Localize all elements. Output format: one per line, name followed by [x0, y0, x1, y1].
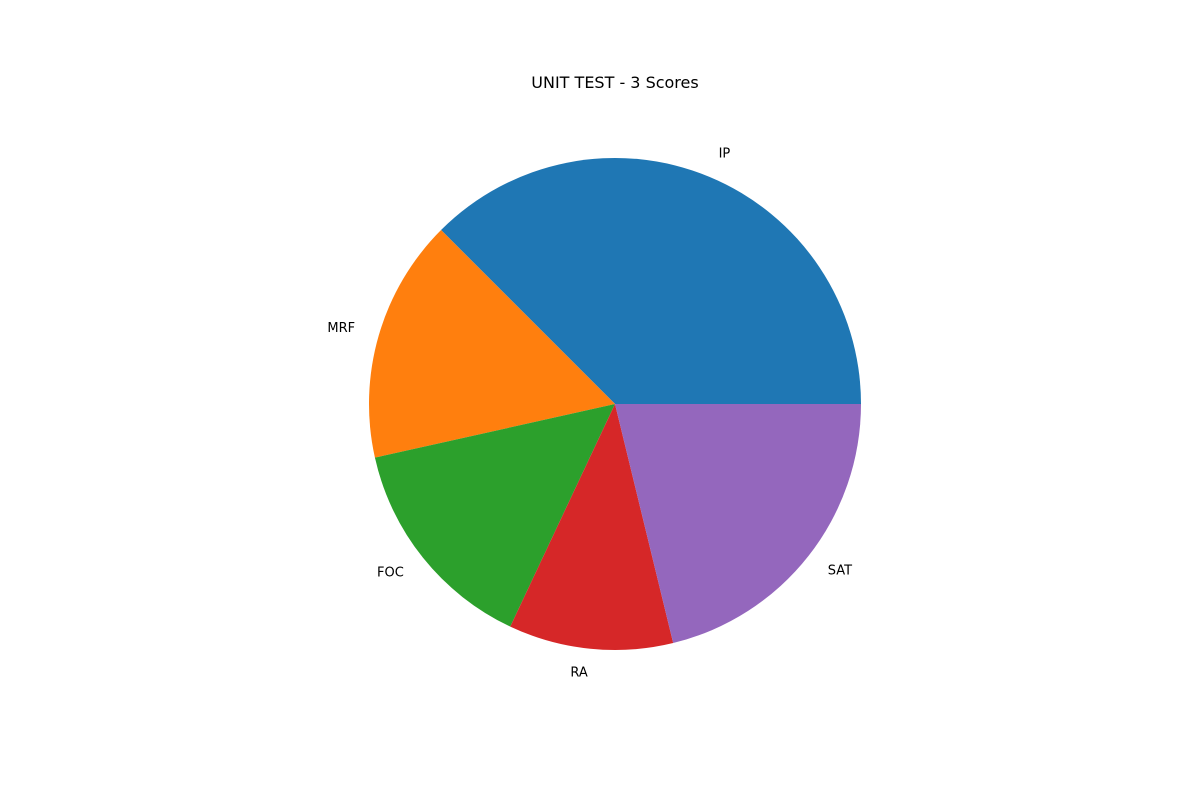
chart-title: UNIT TEST - 3 Scores [531, 73, 698, 92]
pie-labels: IP MRF FOC RA SAT [327, 147, 852, 681]
pie-label-foc: FOC [377, 566, 404, 581]
pie-slice-ra [510, 404, 674, 650]
pie-label-mrf: MRF [327, 321, 355, 336]
pie-slice-sat [615, 404, 861, 644]
pie-slices [368, 157, 861, 650]
pie-slice-mrf [368, 230, 615, 458]
pie-label-ra: RA [570, 666, 588, 681]
pie-label-sat: SAT [828, 564, 852, 579]
pie-slice-foc [374, 404, 615, 627]
pie-slice-ip [441, 157, 861, 404]
pie-label-ip: IP [719, 147, 731, 162]
